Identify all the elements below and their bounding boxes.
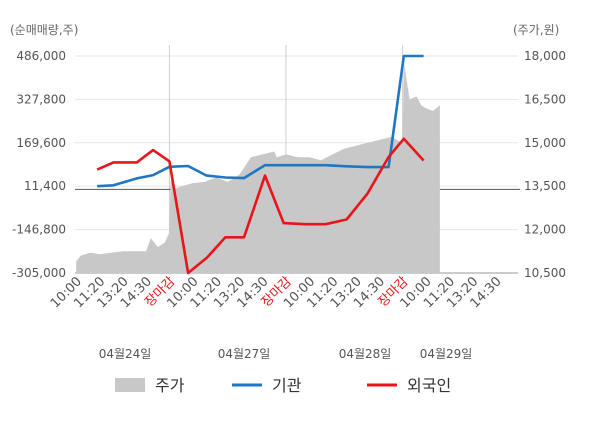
legend-swatch [115,378,145,392]
legend-institution: 기관 [232,376,302,395]
right-tick-label: 15,000 [524,136,566,150]
right-tick-label: 12,000 [524,223,566,237]
right-tick-label: 13,500 [524,179,566,193]
right-tick-label: 10,500 [524,266,566,280]
left-tick-label: -305,000 [12,266,66,280]
right-tick-label: 18,000 [524,49,566,63]
institution-line [97,54,424,188]
legend: 주가 기관 외국인 [115,376,451,395]
left-tick-label: 11,400 [24,179,66,193]
legend-label: 주가 [155,376,185,395]
price-area-path [76,61,440,273]
left-axis-unit: (순매매량,주) [10,23,78,37]
date-label: 04월29일 [420,347,473,361]
series-lines [96,54,425,275]
left-tick-label: 169,600 [16,136,66,150]
date-labels: 04월24일 04월27일 04월28일 04월29일 [99,347,473,361]
y-tick-labels: 486,000 327,800 169,600 11,400 -146,800 -305,… [12,49,566,280]
foreigner-line [96,137,425,275]
left-tick-label: -146,800 [12,223,66,237]
right-tick-label: 16,500 [524,92,566,106]
legend-label: 외국인 [407,376,451,395]
price-area [76,61,440,273]
legend-label: 기관 [272,376,302,395]
legend-price: 주가 [115,376,185,395]
date-label: 04월27일 [218,347,271,361]
date-label: 04월28일 [339,347,392,361]
left-tick-label: 486,000 [16,49,66,63]
x-tick-labels: 10:0011:2013:2014:30장마감10:0011:2013:2014… [48,274,505,311]
left-tick-label: 327,800 [16,92,66,106]
legend-foreigner: 외국인 [367,376,451,395]
date-label: 04월24일 [99,347,152,361]
right-axis-unit: (주가,원) [513,23,559,37]
